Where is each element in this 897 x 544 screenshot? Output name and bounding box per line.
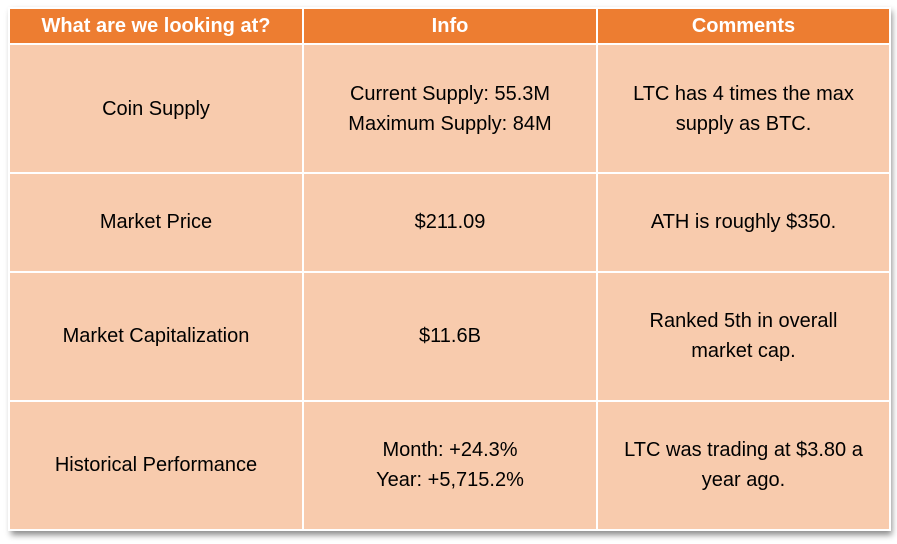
info-line: $11.6B [419, 325, 481, 348]
row-label-market-price: Market Price [8, 172, 304, 273]
table-header-row: What are we looking at? Info Comments [8, 7, 891, 45]
comment-line: ATH is roughly $350. [650, 211, 837, 234]
row-label-historical-performance: Historical Performance [8, 399, 304, 532]
info-line: Maximum Supply: 84M [348, 112, 552, 135]
header-info: Info [302, 7, 598, 45]
comment-line: market cap. [691, 340, 796, 363]
row-comment-market-cap: Ranked 5th in overall market cap. [596, 270, 891, 402]
ltc-info-table: What are we looking at? Info Comments Co… [8, 7, 891, 532]
table-row: Market Capitalization $11.6B Ranked 5th … [8, 270, 891, 402]
comment-line: Ranked 5th in overall [649, 310, 838, 333]
comment-line: LTC has 4 times the max [633, 82, 854, 105]
comment-line: supply as BTC. [675, 112, 812, 135]
table-row: Coin Supply Current Supply: 55.3M Maximu… [8, 42, 891, 175]
row-comment-historical-performance: LTC was trading at $3.80 a year ago. [596, 399, 891, 532]
comment-line: LTC was trading at $3.80 a [624, 439, 863, 462]
table-row: Historical Performance Month: +24.3% Yea… [8, 399, 891, 532]
info-line: Month: +24.3% [382, 439, 518, 462]
table-row: Market Price $211.09 ATH is roughly $350… [8, 172, 891, 273]
row-info-coin-supply: Current Supply: 55.3M Maximum Supply: 84… [302, 42, 598, 175]
info-line: Current Supply: 55.3M [349, 82, 551, 105]
row-label-coin-supply: Coin Supply [8, 42, 304, 175]
comment-line: year ago. [701, 469, 786, 492]
header-comments: Comments [596, 7, 891, 45]
row-info-market-cap: $11.6B [302, 270, 598, 402]
info-line: Year: +5,715.2% [376, 469, 524, 492]
row-comment-coin-supply: LTC has 4 times the max supply as BTC. [596, 42, 891, 175]
info-table-frame: What are we looking at? Info Comments Co… [8, 7, 891, 532]
header-looking-at: What are we looking at? [8, 7, 304, 45]
row-label-market-cap: Market Capitalization [8, 270, 304, 402]
row-comment-market-price: ATH is roughly $350. [596, 172, 891, 273]
row-info-historical-performance: Month: +24.3% Year: +5,715.2% [302, 399, 598, 532]
info-line: $211.09 [414, 211, 486, 234]
row-info-market-price: $211.09 [302, 172, 598, 273]
